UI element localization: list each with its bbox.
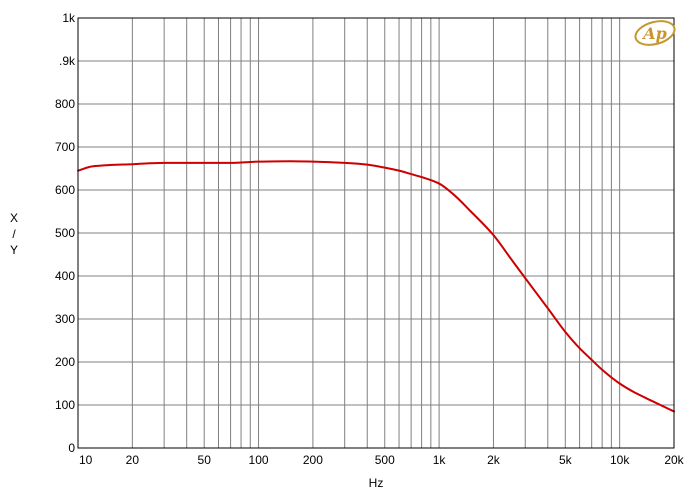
y-tick-label-4: 400 (55, 269, 75, 283)
y-axis-label-part-2: Y (10, 243, 18, 257)
x-tick-labels: 10 20 50 100 200 500 1k 2k 5k 10k 20k (79, 453, 685, 467)
x-tick-label-9: 10k (610, 453, 630, 467)
y-axis-label: X / Y (10, 211, 18, 257)
y-tick-label-1: 100 (55, 398, 75, 412)
x-tick-label-8: 5k (559, 453, 573, 467)
y-tick-label-5: 500 (55, 226, 75, 240)
x-tick-label-7: 2k (487, 453, 501, 467)
y-tick-label-6: 600 (55, 183, 75, 197)
series-layer (77, 160, 675, 413)
y-axis-label-part-0: X (10, 211, 18, 225)
x-tick-label-1: 20 (126, 453, 140, 467)
x-tick-label-6: 1k (433, 453, 447, 467)
x-tick-label-3: 100 (249, 453, 269, 467)
plot-frame (77, 17, 675, 449)
y-tick-label-10: 1k (62, 11, 76, 25)
y-tick-label-0: 0 (68, 441, 75, 455)
x-tick-label-10: 20k (664, 453, 684, 467)
y-tick-label-2: 200 (55, 355, 75, 369)
x-tick-label-5: 500 (375, 453, 395, 467)
ap-logo: Ap (634, 20, 676, 46)
x-tick-label-4: 200 (303, 453, 323, 467)
y-tick-label-3: 300 (55, 312, 75, 326)
x-tick-label-0: 10 (79, 453, 93, 467)
x-axis-label: Hz (369, 476, 384, 490)
y-axis-label-part-1: / (12, 227, 16, 241)
y-tick-label-9: .9k (59, 54, 76, 68)
x-tick-label-2: 50 (198, 453, 212, 467)
y-tick-label-7: 700 (55, 140, 75, 154)
series-line-0 (77, 160, 675, 413)
y-tick-label-8: 800 (55, 97, 75, 111)
ap-logo-text: Ap (641, 24, 667, 43)
y-tick-labels: 0 100 200 300 400 500 600 700 800 .9k 1k (55, 11, 76, 455)
